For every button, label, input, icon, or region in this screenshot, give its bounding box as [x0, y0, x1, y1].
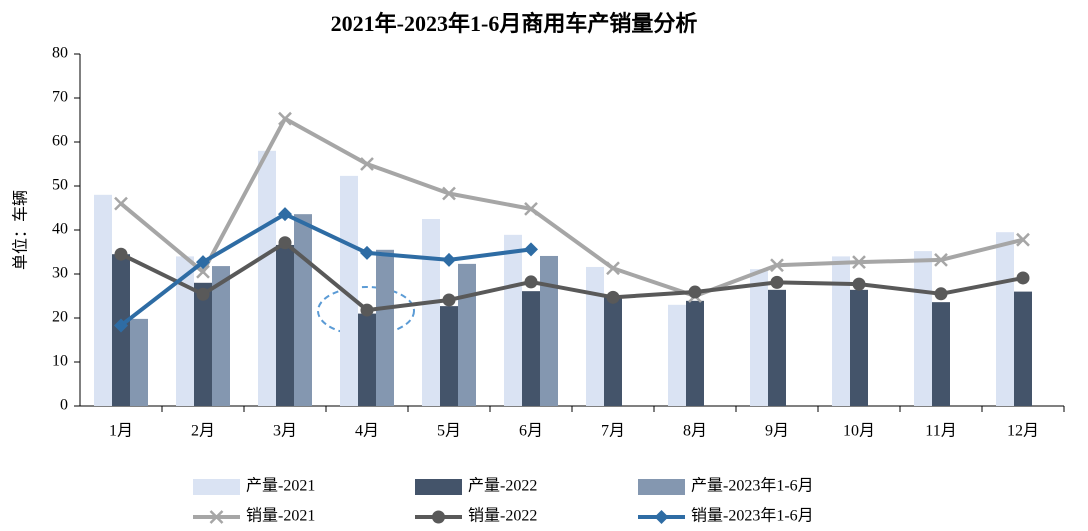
bar: [130, 318, 148, 406]
x-tick-label: 4月: [355, 423, 379, 440]
line-marker: [442, 252, 456, 267]
legend-swatch: [193, 479, 240, 495]
bar: [376, 249, 394, 406]
line-marker: [688, 285, 702, 299]
line-marker: [278, 111, 292, 126]
bar: [276, 244, 294, 406]
line-marker: [360, 157, 374, 171]
legend-label: 销量-2021: [246, 507, 315, 525]
line-marker: [114, 247, 128, 261]
y-tick-label: 10: [52, 353, 68, 370]
bar: [1014, 291, 1032, 406]
y-tick-label: 0: [60, 397, 68, 414]
bar: [458, 263, 476, 406]
line: [120, 240, 1024, 313]
line-marker: [852, 277, 866, 291]
legend-label: 产量-2023年1-6月: [691, 477, 814, 495]
y-tick-label: 60: [52, 133, 68, 150]
bar: [522, 291, 540, 406]
legend-label: 产量-2022: [468, 477, 537, 495]
x-tick-label: 8月: [683, 423, 707, 440]
line-marker: [1016, 271, 1030, 285]
bar: [750, 269, 768, 406]
line-marker: [442, 293, 456, 307]
y-tick-label: 40: [52, 221, 68, 238]
bar: [832, 256, 850, 406]
x-tick-label: 6月: [519, 423, 543, 440]
line-marker: [278, 207, 292, 222]
line-marker: [360, 245, 374, 260]
line-marker: [770, 258, 784, 273]
bar: [768, 289, 786, 406]
legend-swatch: [415, 479, 462, 495]
legend-label: 销量-2023年1-6月: [691, 507, 814, 525]
bar: [996, 232, 1014, 406]
bar: [586, 266, 604, 406]
line-marker: [524, 275, 538, 289]
chart-title: 2021年-2023年1-6月商用车产销量分析: [331, 11, 698, 36]
bar: [686, 300, 704, 406]
bar: [604, 296, 622, 406]
legend-marker: [654, 510, 669, 524]
y-tick-label: 20: [52, 309, 68, 326]
line-marker: [934, 253, 948, 267]
legend-swatch: [638, 479, 685, 495]
legend-label: 产量-2021: [246, 477, 315, 495]
line-marker: [114, 318, 128, 333]
y-tick-label: 70: [52, 89, 68, 106]
bar: [258, 150, 276, 406]
x-tick-label: 10月: [843, 423, 875, 440]
line-marker: [1016, 232, 1030, 247]
bar: [668, 304, 686, 406]
line-marker: [442, 186, 456, 201]
x-tick-label: 2月: [191, 423, 215, 440]
line-marker: [196, 255, 210, 270]
y-tick-label: 30: [52, 265, 68, 282]
x-tick-label: 3月: [273, 423, 297, 440]
highlight-ellipse: [317, 286, 415, 336]
x-tick-label: 7月: [601, 423, 625, 440]
legend-label: 销量-2022: [468, 507, 537, 525]
x-tick-label: 9月: [765, 423, 789, 440]
line-marker: [852, 255, 866, 270]
line: [119, 116, 1024, 298]
line-marker: [934, 287, 948, 301]
x-tick-label: 5月: [437, 423, 461, 440]
line: [119, 212, 532, 328]
bar: [422, 219, 440, 406]
y-tick-label: 80: [52, 45, 68, 62]
line-marker: [196, 287, 210, 301]
bar: [914, 251, 932, 406]
bar: [358, 313, 376, 406]
line-marker: [606, 290, 620, 304]
line-marker: [278, 236, 292, 250]
line-marker: [524, 201, 538, 216]
bar: [94, 194, 112, 406]
y-tick-label: 50: [52, 177, 68, 194]
legend-marker: [432, 510, 445, 524]
bar: [504, 234, 522, 406]
x-tick-label: 1月: [109, 423, 133, 440]
line-marker: [770, 275, 784, 289]
bar: [294, 214, 312, 406]
legend-marker: [209, 510, 224, 524]
bar: [194, 282, 212, 406]
x-tick-label: 12月: [1007, 423, 1039, 440]
line-marker: [606, 261, 620, 276]
line-marker: [196, 264, 210, 279]
bar: [932, 302, 950, 406]
bar: [850, 289, 868, 406]
y-axis-label: 单位：车辆: [12, 190, 30, 270]
bar: [340, 175, 358, 406]
bar: [176, 256, 194, 406]
line-marker: [360, 303, 374, 317]
bar: [540, 255, 558, 406]
line-marker: [114, 196, 128, 211]
bar: [212, 266, 230, 406]
bar: [440, 306, 458, 406]
line-marker: [524, 242, 538, 257]
x-tick-label: 11月: [925, 423, 956, 440]
